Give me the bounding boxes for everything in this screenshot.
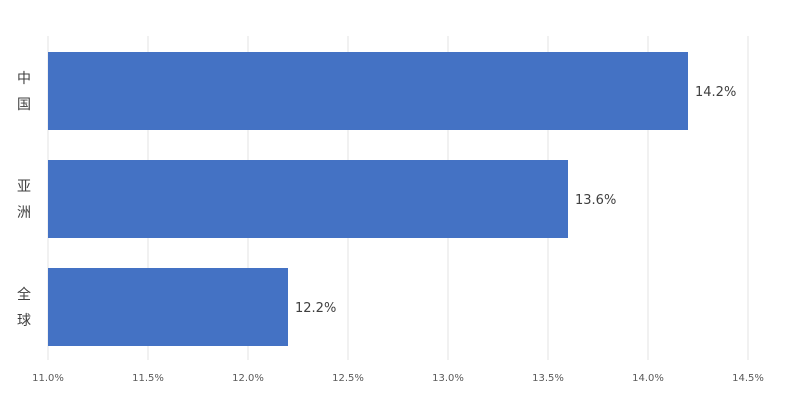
bar <box>48 160 568 238</box>
data-labels: 14.2% 13.6% 12.2% <box>295 85 736 316</box>
data-label: 14.2% <box>695 85 736 100</box>
category-label: 亚洲 <box>17 179 31 221</box>
data-label: 13.6% <box>575 193 616 208</box>
x-tick-label: 13.5% <box>532 373 564 384</box>
x-tick-label: 11.5% <box>132 373 164 384</box>
x-tick-label: 12.0% <box>232 373 264 384</box>
x-tick-label: 14.0% <box>632 373 664 384</box>
x-tick-label: 14.5% <box>732 373 764 384</box>
category-label: 全球 <box>17 286 31 329</box>
x-tick-label: 11.0% <box>32 373 64 384</box>
x-tick-label: 12.5% <box>332 373 364 384</box>
bar <box>48 268 288 346</box>
category-label: 中国 <box>17 71 31 113</box>
bars <box>48 52 688 346</box>
bar <box>48 52 688 130</box>
data-label: 12.2% <box>295 301 336 316</box>
x-tick-label: 13.0% <box>432 373 464 384</box>
x-axis-ticks: 11.0% 11.5% 12.0% 12.5% 13.0% 13.5% 14.0% 14.5% <box>32 373 764 384</box>
